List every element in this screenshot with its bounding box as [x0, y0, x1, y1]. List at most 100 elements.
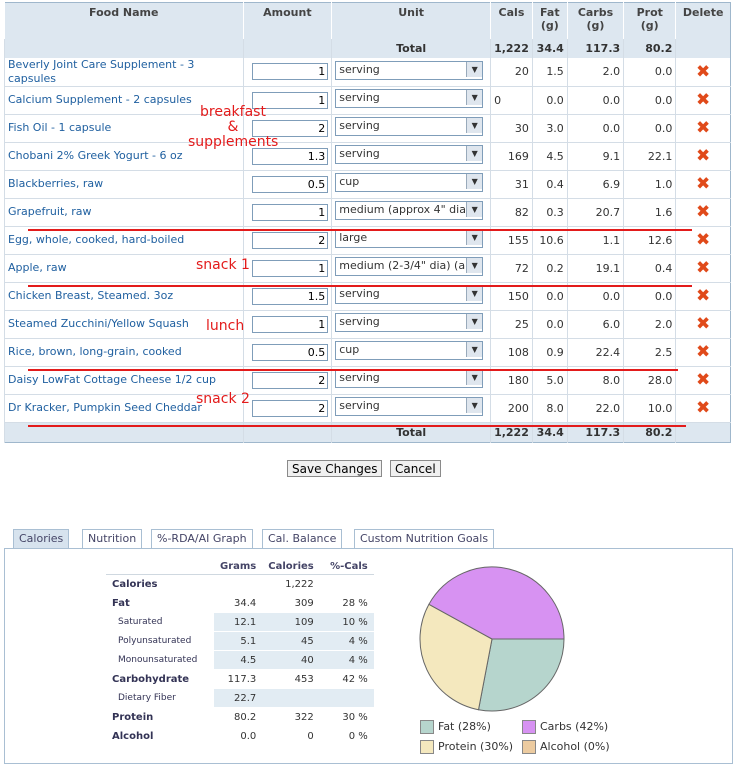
food-name-link[interactable]: Beverly Joint Care Supplement - 3 capsul…	[8, 57, 195, 85]
delete-icon[interactable]: ✖	[696, 118, 711, 138]
annotation-snack2: snack 2	[196, 391, 250, 407]
unit-select[interactable]: serving ▼	[335, 313, 484, 332]
amount-input[interactable]	[252, 203, 329, 221]
delete-icon[interactable]: ✖	[696, 230, 711, 250]
amount-input[interactable]	[252, 175, 329, 193]
chevron-down-icon: ▼	[466, 118, 483, 133]
unit-value: cup	[339, 175, 360, 188]
unit-value: serving	[339, 371, 380, 384]
food-name-link[interactable]: Chicken Breast, Steamed. 3oz	[8, 289, 174, 302]
food-name-link[interactable]: Chobani 2% Greek Yogurt - 6 oz	[8, 149, 183, 162]
food-name-link[interactable]: Dr Kracker, Pumpkin Seed Cheddar	[8, 401, 202, 414]
prot-value: 2.0	[623, 310, 676, 339]
delete-icon[interactable]: ✖	[696, 286, 711, 306]
delete-icon[interactable]: ✖	[696, 258, 711, 278]
nutrition-label: Fat	[106, 593, 214, 613]
delete-icon[interactable]: ✖	[696, 90, 711, 110]
chevron-down-icon: ▼	[466, 174, 483, 189]
total-carbs: 117.3	[566, 38, 624, 58]
cancel-button[interactable]: Cancel	[390, 460, 441, 477]
prot-value: 10.0	[623, 394, 676, 423]
amount-input[interactable]	[252, 315, 329, 333]
unit-select[interactable]: serving ▼	[335, 285, 484, 304]
nut-header-grams: Grams	[214, 559, 263, 575]
food-name-link[interactable]: Blackberries, raw	[8, 177, 104, 190]
cals-value: 25	[490, 310, 533, 339]
food-name-link[interactable]: Egg, whole, cooked, hard-boiled	[8, 233, 185, 246]
nutrition-grams	[214, 574, 263, 594]
food-name-link[interactable]: Fish Oil - 1 capsule	[8, 121, 112, 134]
cals-value: 200	[490, 394, 533, 423]
prot-value: 0.0	[623, 86, 676, 115]
chevron-down-icon: ▼	[466, 90, 483, 105]
annotation-divider-line	[28, 285, 692, 287]
legend-swatch	[522, 720, 536, 734]
amount-input[interactable]	[252, 119, 329, 137]
delete-icon[interactable]: ✖	[696, 370, 711, 390]
chevron-down-icon: ▼	[466, 146, 483, 161]
tab-nutrition[interactable]: Nutrition	[82, 529, 143, 548]
delete-icon[interactable]: ✖	[696, 174, 711, 194]
unit-select[interactable]: serving ▼	[335, 397, 484, 416]
fat-value: 0.0	[531, 310, 568, 339]
amount-input[interactable]	[252, 63, 329, 80]
delete-icon[interactable]: ✖	[696, 146, 711, 166]
food-row: Beverly Joint Care Supplement - 3 capsul…	[4, 57, 731, 87]
food-name-link[interactable]: Calcium Supplement - 2 capsules	[8, 93, 192, 106]
amount-input[interactable]	[252, 343, 329, 361]
delete-icon[interactable]: ✖	[696, 314, 711, 334]
food-row: Rice, brown, long-grain, cooked cup ▼ 108…	[4, 338, 731, 367]
save-changes-button[interactable]: Save Changes	[287, 460, 383, 477]
nutrition-grams: 117.3	[214, 669, 263, 689]
amount-input[interactable]	[252, 91, 329, 109]
unit-select[interactable]: serving ▼	[335, 369, 484, 388]
food-name-link[interactable]: Grapefruit, raw	[8, 205, 92, 218]
nutrition-row: Calories 1,222	[106, 574, 374, 594]
amount-input[interactable]	[252, 259, 329, 277]
chevron-down-icon: ▼	[466, 286, 483, 301]
delete-icon[interactable]: ✖	[696, 398, 711, 418]
tab-custom-goals[interactable]: Custom Nutrition Goals	[354, 529, 495, 548]
annotation-snack1: snack 1	[196, 257, 250, 273]
unit-select[interactable]: serving ▼	[335, 89, 484, 108]
delete-icon[interactable]: ✖	[696, 202, 711, 222]
delete-icon[interactable]: ✖	[696, 342, 711, 362]
nutrition-calories: 322	[262, 707, 320, 727]
unit-select[interactable]: cup ▼	[335, 173, 484, 192]
unit-select[interactable]: serving ▼	[335, 117, 484, 136]
unit-select[interactable]: cup ▼	[335, 341, 484, 360]
amount-input[interactable]	[252, 231, 329, 249]
unit-select[interactable]: medium (2-3/4" dia) (a ▼	[335, 257, 484, 276]
amount-input[interactable]	[252, 399, 329, 417]
amount-input[interactable]	[252, 371, 329, 389]
unit-value: serving	[339, 119, 380, 132]
food-name-link[interactable]: Steamed Zucchini/Yellow Squash	[8, 317, 189, 330]
annotation-divider-line	[28, 425, 686, 427]
unit-select[interactable]: medium (approx 4" dia ▼	[335, 201, 484, 220]
food-row: Apple, raw medium (2-3/4" dia) (a▼ 72 0.…	[4, 254, 731, 283]
food-name-link[interactable]: Rice, brown, long-grain, cooked	[8, 345, 182, 358]
food-row: Chobani 2% Greek Yogurt - 6 oz serving▼ …	[4, 142, 731, 171]
tab-calories[interactable]: Calories	[13, 529, 70, 548]
unit-select[interactable]: large ▼	[335, 229, 484, 248]
amount-input[interactable]	[252, 287, 329, 305]
total-row-top: Total 1,222 34.4 117.3 80.2	[4, 38, 731, 58]
unit-select[interactable]: serving ▼	[335, 60, 484, 80]
total-fat: 34.4	[531, 422, 568, 442]
carbs-value: 6.9	[566, 170, 624, 199]
unit-select[interactable]: serving ▼	[335, 145, 484, 164]
delete-icon[interactable]: ✖	[696, 61, 711, 82]
food-row: Dr Kracker, Pumpkin Seed Cheddar serving…	[4, 394, 731, 423]
nutrition-label: Carbohydrate	[106, 669, 214, 689]
chevron-down-icon: ▼	[466, 314, 483, 329]
tab-rda-graph[interactable]: %-RDA/AI Graph	[151, 529, 253, 548]
carbs-value: 19.1	[566, 254, 624, 283]
nutrition-row: Alcohol 0.0 0 0 %	[106, 726, 374, 746]
total-label: Total	[331, 422, 491, 442]
food-name-link[interactable]: Apple, raw	[8, 261, 67, 274]
food-name-link[interactable]: Daisy LowFat Cottage Cheese 1/2 cup	[8, 373, 216, 386]
food-row: Blackberries, raw cup ▼ 31 0.4 6.9 1.0 ✖	[4, 170, 731, 199]
tab-cal-balance[interactable]: Cal. Balance	[262, 529, 343, 548]
nutrition-grams: 12.1	[214, 612, 263, 632]
amount-input[interactable]	[252, 147, 329, 165]
